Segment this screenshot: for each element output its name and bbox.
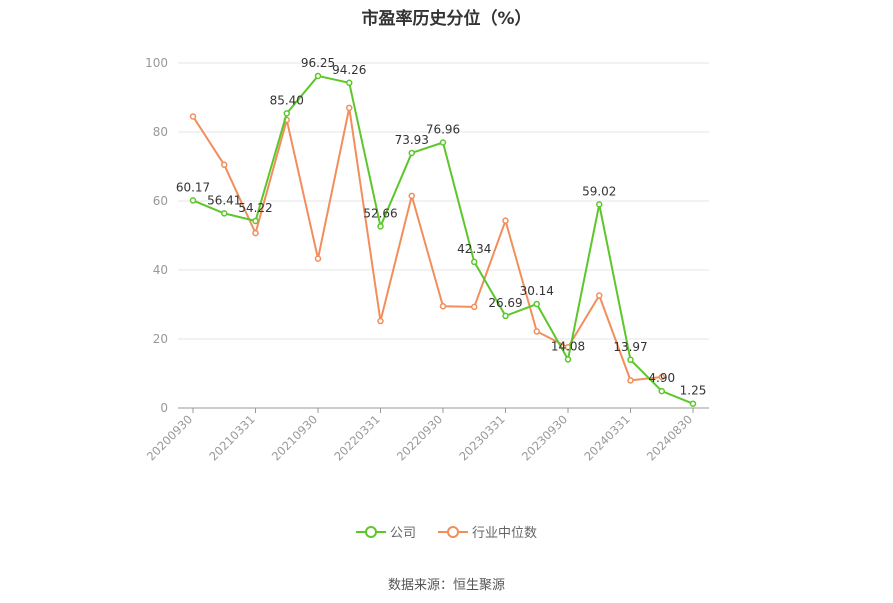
y-tick-label: 80 xyxy=(153,125,168,139)
legend-label-company: 公司 xyxy=(389,526,416,541)
data-point-industry-median xyxy=(502,217,509,224)
series-line-industry-median xyxy=(192,106,662,382)
chart-title: 市盈率历史分位（%） xyxy=(361,9,532,29)
data-label: 1.25 xyxy=(680,384,707,398)
data-label: 14.08 xyxy=(551,339,585,353)
data-label: 76.96 xyxy=(426,122,460,136)
data-point-company xyxy=(314,72,322,80)
data-label: 42.34 xyxy=(457,242,491,256)
data-point-company xyxy=(627,356,634,364)
source-note: 数据来源：恒生聚源 xyxy=(387,578,505,593)
data-label: 94.26 xyxy=(332,63,366,77)
data-point-industry-median xyxy=(658,373,665,381)
legend-swatch-company xyxy=(355,525,386,539)
data-point-company xyxy=(596,201,603,208)
data-point-company xyxy=(502,312,509,320)
data-point-company xyxy=(283,110,290,117)
data-point-company xyxy=(252,217,259,225)
x-tick-label: 20220331 xyxy=(331,412,382,463)
grid-lines xyxy=(178,62,709,340)
data-point-company xyxy=(689,400,697,407)
y-tick-label: 100 xyxy=(145,56,168,70)
data-point-industry-median xyxy=(439,302,447,310)
data-point-industry-median xyxy=(533,328,540,335)
x-tick-label: 20230930 xyxy=(519,412,570,463)
y-tick-label: 40 xyxy=(153,263,168,277)
x-tick-label: 20240331 xyxy=(581,412,632,463)
x-tick-label: 20210331 xyxy=(206,412,257,463)
legend: 公司 行业中位数 xyxy=(0,522,893,541)
data-point-company xyxy=(408,149,415,157)
data-point-company xyxy=(471,258,478,266)
data-point-company xyxy=(564,356,572,363)
x-tick-label: 20240830 xyxy=(644,412,695,463)
data-label: 59.02 xyxy=(582,184,616,198)
x-tick-label: 20230331 xyxy=(456,412,507,463)
data-label: 4.90 xyxy=(648,371,675,385)
data-label: 60.17 xyxy=(176,180,210,194)
data-point-industry-median xyxy=(252,229,259,237)
data-label: 13.97 xyxy=(613,340,647,354)
y-tick-label: 20 xyxy=(153,332,168,346)
data-label: 96.25 xyxy=(301,56,335,70)
y-tick-label: 0 xyxy=(160,401,168,415)
data-point-industry-median xyxy=(596,292,603,299)
legend-item-industry-median[interactable]: 行业中位数 xyxy=(438,522,537,541)
data-point-industry-median xyxy=(189,113,197,120)
data-point-industry-median xyxy=(377,317,384,325)
data-point-company xyxy=(221,210,228,217)
data-point-industry-median xyxy=(314,255,322,262)
data-point-company xyxy=(377,223,384,230)
data-point-company xyxy=(439,139,447,146)
legend-item-company[interactable]: 公司 xyxy=(355,522,416,541)
data-point-industry-median xyxy=(627,377,634,384)
legend-label-industry-median: 行业中位数 xyxy=(472,526,538,541)
data-label: 30.14 xyxy=(520,284,554,298)
data-point-industry-median xyxy=(471,303,478,311)
data-point-industry-median xyxy=(408,192,415,200)
data-label: 85.40 xyxy=(270,93,304,107)
data-label: 26.69 xyxy=(488,296,522,310)
x-tick-label: 20210930 xyxy=(269,412,320,463)
legend-swatch-industry-median xyxy=(438,525,468,539)
x-tick-label: 20200930 xyxy=(144,412,195,463)
data-point-industry-median xyxy=(346,104,353,112)
data-label: 52.66 xyxy=(363,206,397,220)
data-label: 56.41 xyxy=(207,193,241,207)
data-point-industry-median xyxy=(221,161,228,169)
data-label: 73.93 xyxy=(395,133,429,147)
series xyxy=(189,72,697,407)
data-point-company xyxy=(346,79,353,87)
data-point-company xyxy=(533,300,540,308)
x-tick-label: 20220930 xyxy=(394,412,445,463)
data-point-company xyxy=(189,197,197,204)
data-label: 54.22 xyxy=(238,201,272,215)
data-point-company xyxy=(658,387,665,395)
y-tick-label: 60 xyxy=(153,194,168,208)
